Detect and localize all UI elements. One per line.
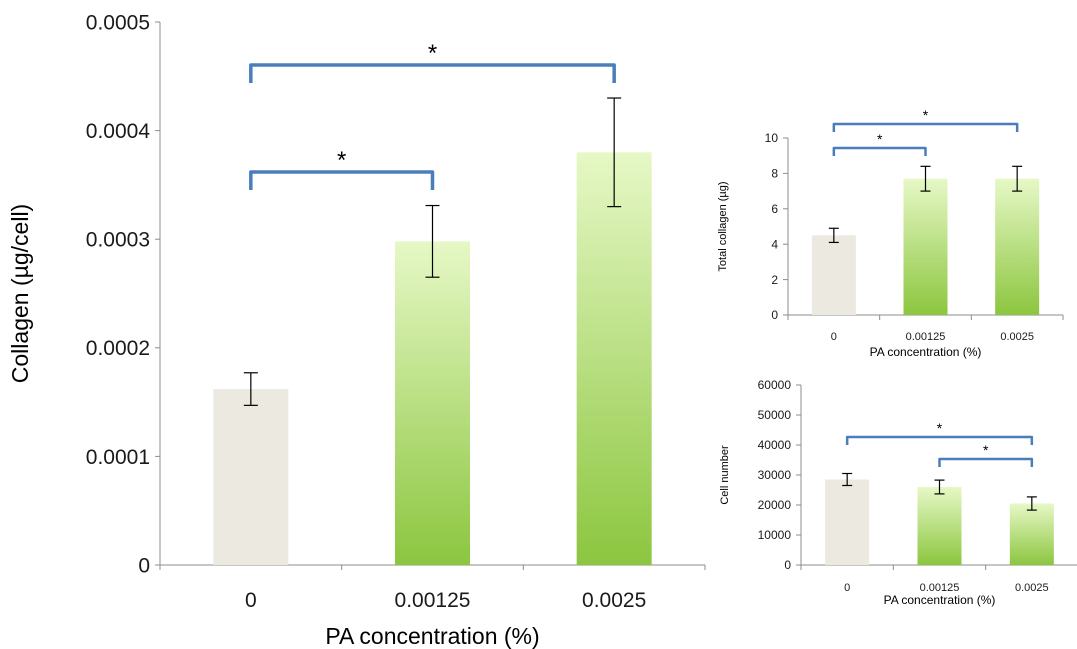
x-tick-label: 0.00125 [920, 582, 960, 594]
significance-star: * [877, 131, 883, 147]
x-tick-label: 0.0025 [1000, 331, 1034, 343]
x-tick-label: 0 [844, 582, 850, 594]
y-tick-label: 2 [771, 273, 778, 287]
significance-star: * [937, 420, 943, 436]
bar [395, 241, 470, 565]
y-tick-label: 4 [771, 237, 778, 251]
bar [825, 479, 870, 565]
chart-collagen-per-cell: 0 0.0001 0.0002 0.0003 0.0004 0.0005 0 0.00125 0… [7, 11, 706, 649]
x-tick-label: 0.00125 [906, 331, 946, 343]
y-tick-label: 50000 [758, 408, 792, 422]
y-tick-label: 0.0001 [86, 446, 150, 469]
y-tick-label: 0.0002 [86, 337, 150, 360]
significance-star: * [983, 442, 989, 458]
y-axis-title: Collagen (µg/cell) [7, 204, 33, 383]
x-tick-label: 0.0025 [1015, 582, 1049, 594]
significance-bracket [832, 146, 927, 156]
bar [917, 487, 962, 565]
bar [995, 178, 1040, 315]
y-tick-label: 0.0005 [86, 11, 150, 34]
significance-bracket [249, 63, 616, 83]
y-tick-label: 10000 [758, 528, 792, 542]
y-tick-label: 60000 [758, 378, 792, 392]
y-tick-label: 20000 [758, 498, 792, 512]
y-tick-label: 0.0003 [86, 229, 150, 252]
significance-star: * [337, 147, 346, 174]
y-tick-label: 0 [771, 308, 778, 322]
bar [811, 235, 856, 315]
bar [576, 152, 652, 565]
x-tick-label: 0 [245, 589, 257, 612]
y-tick-label: 30000 [758, 468, 792, 482]
x-tick-label: 0 [831, 331, 837, 343]
y-tick-label: 6 [771, 202, 778, 216]
x-axis-title: PA concentration (%) [870, 345, 982, 359]
y-tick-label: 10 [765, 131, 779, 145]
significance-bracket [249, 170, 435, 190]
y-tick-label: 0 [784, 558, 791, 572]
x-axis-title: PA concentration (%) [325, 623, 539, 649]
chart-cell-number: 0 10000 20000 30000 40000 50000 60000 0 0.00125 0… [719, 378, 1077, 607]
chart-total-collagen: 0 2 4 6 8 10 0 0.00125 0.0025 * * Total collagen (µ… [717, 107, 1064, 359]
significance-star: * [923, 107, 929, 123]
significance-bracket [832, 122, 1019, 132]
y-tick-label: 8 [771, 167, 778, 181]
y-tick-label: 0 [138, 554, 150, 577]
y-tick-label: 40000 [758, 438, 792, 452]
y-tick-label: 0.0004 [86, 120, 151, 143]
bar [1009, 503, 1054, 565]
y-axis-title: Cell number [719, 445, 731, 505]
x-axis-title: PA concentration (%) [884, 593, 996, 607]
significance-bracket [845, 435, 1034, 445]
bar [903, 178, 948, 315]
x-tick-label: 0.0025 [582, 589, 646, 612]
significance-star: * [428, 40, 437, 67]
bar [213, 389, 289, 565]
x-tick-label: 0.00125 [395, 589, 471, 612]
significance-bracket [938, 457, 1034, 467]
y-axis-title: Total collagen (µg) [717, 181, 729, 271]
